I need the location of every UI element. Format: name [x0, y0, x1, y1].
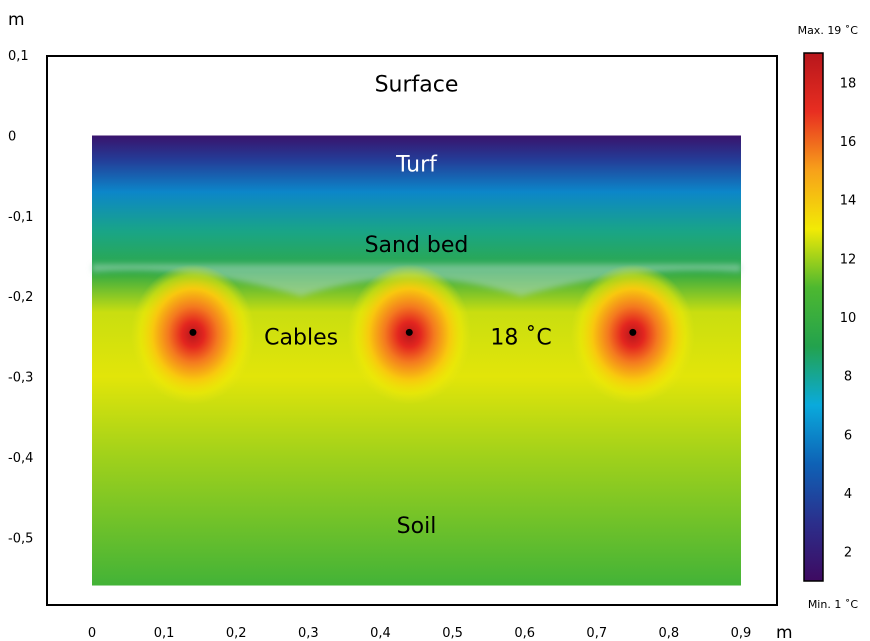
region-label: Sand bed: [365, 233, 469, 258]
sand-bed-wave: [92, 264, 741, 297]
y-tick-label: -0,2: [8, 290, 33, 305]
colorbar-tick-label: 10: [840, 311, 857, 326]
cable-marker: [629, 328, 637, 336]
colorbar-min-label: Min. 1 ˚C: [808, 598, 859, 611]
cable-heat-zones: [130, 264, 695, 405]
x-tick-label: 0,4: [370, 626, 391, 641]
region-label: Soil: [397, 514, 437, 539]
temperature-field: [92, 135, 741, 586]
x-tick-label: 0,6: [514, 626, 535, 641]
y-axis-unit: m: [8, 10, 25, 30]
colorbar-tick-label: 18: [840, 76, 857, 91]
x-tick-label: 0,7: [586, 626, 607, 641]
colorbar-tick-label: 4: [844, 487, 852, 502]
region-label: Cables: [264, 325, 338, 350]
colorbar-tick-label: 8: [844, 370, 852, 385]
cable-marker: [189, 328, 197, 336]
region-label: Surface: [375, 72, 459, 97]
x-axis-unit: m: [776, 623, 793, 641]
colorbar-tick-label: 2: [844, 546, 852, 561]
region-label: 18 ˚C: [490, 325, 551, 350]
colorbar-tick-label: 14: [840, 194, 857, 209]
x-tick-label: 0,2: [226, 626, 247, 641]
y-axis-ticks: 0,1 0 -0,1 -0,2 -0,3 -0,4 -0,5: [8, 49, 33, 546]
x-tick-label: 0,8: [659, 626, 680, 641]
colorbar-max-label: Max. 19 ˚C: [798, 24, 859, 37]
colorbar-gradient: [803, 52, 824, 582]
y-tick-label: -0,5: [8, 531, 33, 546]
y-tick-label: 0,1: [8, 49, 29, 64]
region-labels: Surface Turf Sand bed Cables 18 ˚C Soil: [264, 72, 552, 539]
cable-markers: [189, 328, 637, 336]
cable-marker: [405, 328, 413, 336]
y-tick-label: -0,4: [8, 451, 33, 466]
y-tick-label: -0,3: [8, 371, 33, 386]
y-tick-label: 0: [8, 130, 16, 145]
colorbar-tick-label: 12: [840, 252, 857, 267]
x-tick-label: 0,1: [154, 626, 175, 641]
x-tick-label: 0,9: [731, 626, 752, 641]
colorbar-tick-label: 6: [844, 428, 852, 443]
colorbar-ticks: 2 4 6 8 10 12 14 16 18: [840, 76, 857, 560]
colorbar: Max. 19 ˚C Min. 1 ˚C 2 4 6 8 10 12 14 16 18: [798, 24, 859, 611]
x-tick-label: 0,5: [442, 626, 463, 641]
x-tick-label: 0: [88, 626, 96, 641]
y-tick-label: -0,1: [8, 210, 33, 225]
x-axis-ticks: 0 0,1 0,2 0,3 0,4 0,5 0,6 0,7 0,8 0,9: [88, 626, 751, 641]
colorbar-tick-label: 16: [840, 135, 857, 150]
x-tick-label: 0,3: [298, 626, 319, 641]
region-label: Turf: [395, 153, 438, 178]
